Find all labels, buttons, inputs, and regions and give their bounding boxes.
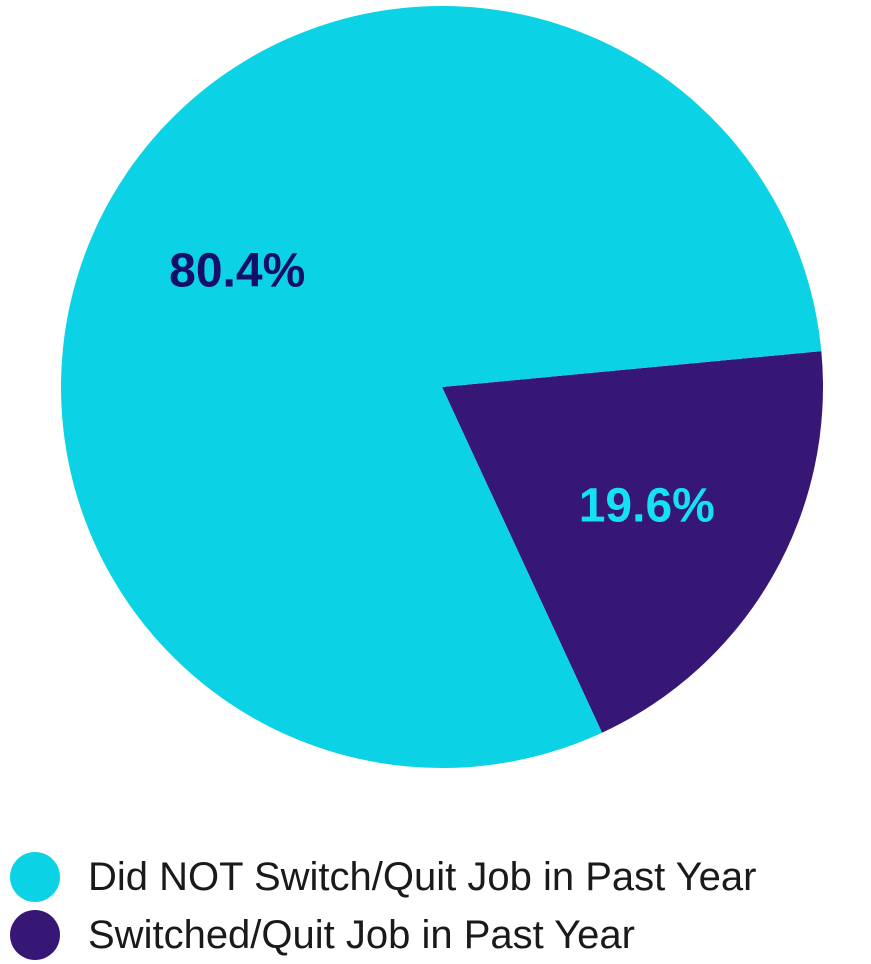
pie-data-labels: 19.6% 80.4% (169, 244, 715, 532)
legend-swatch-did-not-switch (10, 852, 60, 902)
legend-item-did-not-switch: Did NOT Switch/Quit Job in Past Year (10, 848, 871, 906)
legend-swatch-switched (10, 910, 60, 960)
legend-label-switched: Switched/Quit Job in Past Year (88, 912, 635, 957)
legend-label-did-not-switch: Did NOT Switch/Quit Job in Past Year (88, 854, 757, 899)
legend: Did NOT Switch/Quit Job in Past Year Swi… (10, 848, 871, 964)
pie-slices (61, 5, 824, 768)
pie-label-switched-quit-job-in-past-year: 19.6% (579, 480, 715, 533)
pie-label-did-not-switch-quit-job-in-past-year: 80.4% (169, 244, 305, 297)
pie-slice-switched-quit-job-in-past-year (442, 351, 824, 733)
legend-item-switched: Switched/Quit Job in Past Year (10, 906, 871, 964)
pie-slice-did-not-switch-quit-job-in-past-year (61, 5, 822, 768)
